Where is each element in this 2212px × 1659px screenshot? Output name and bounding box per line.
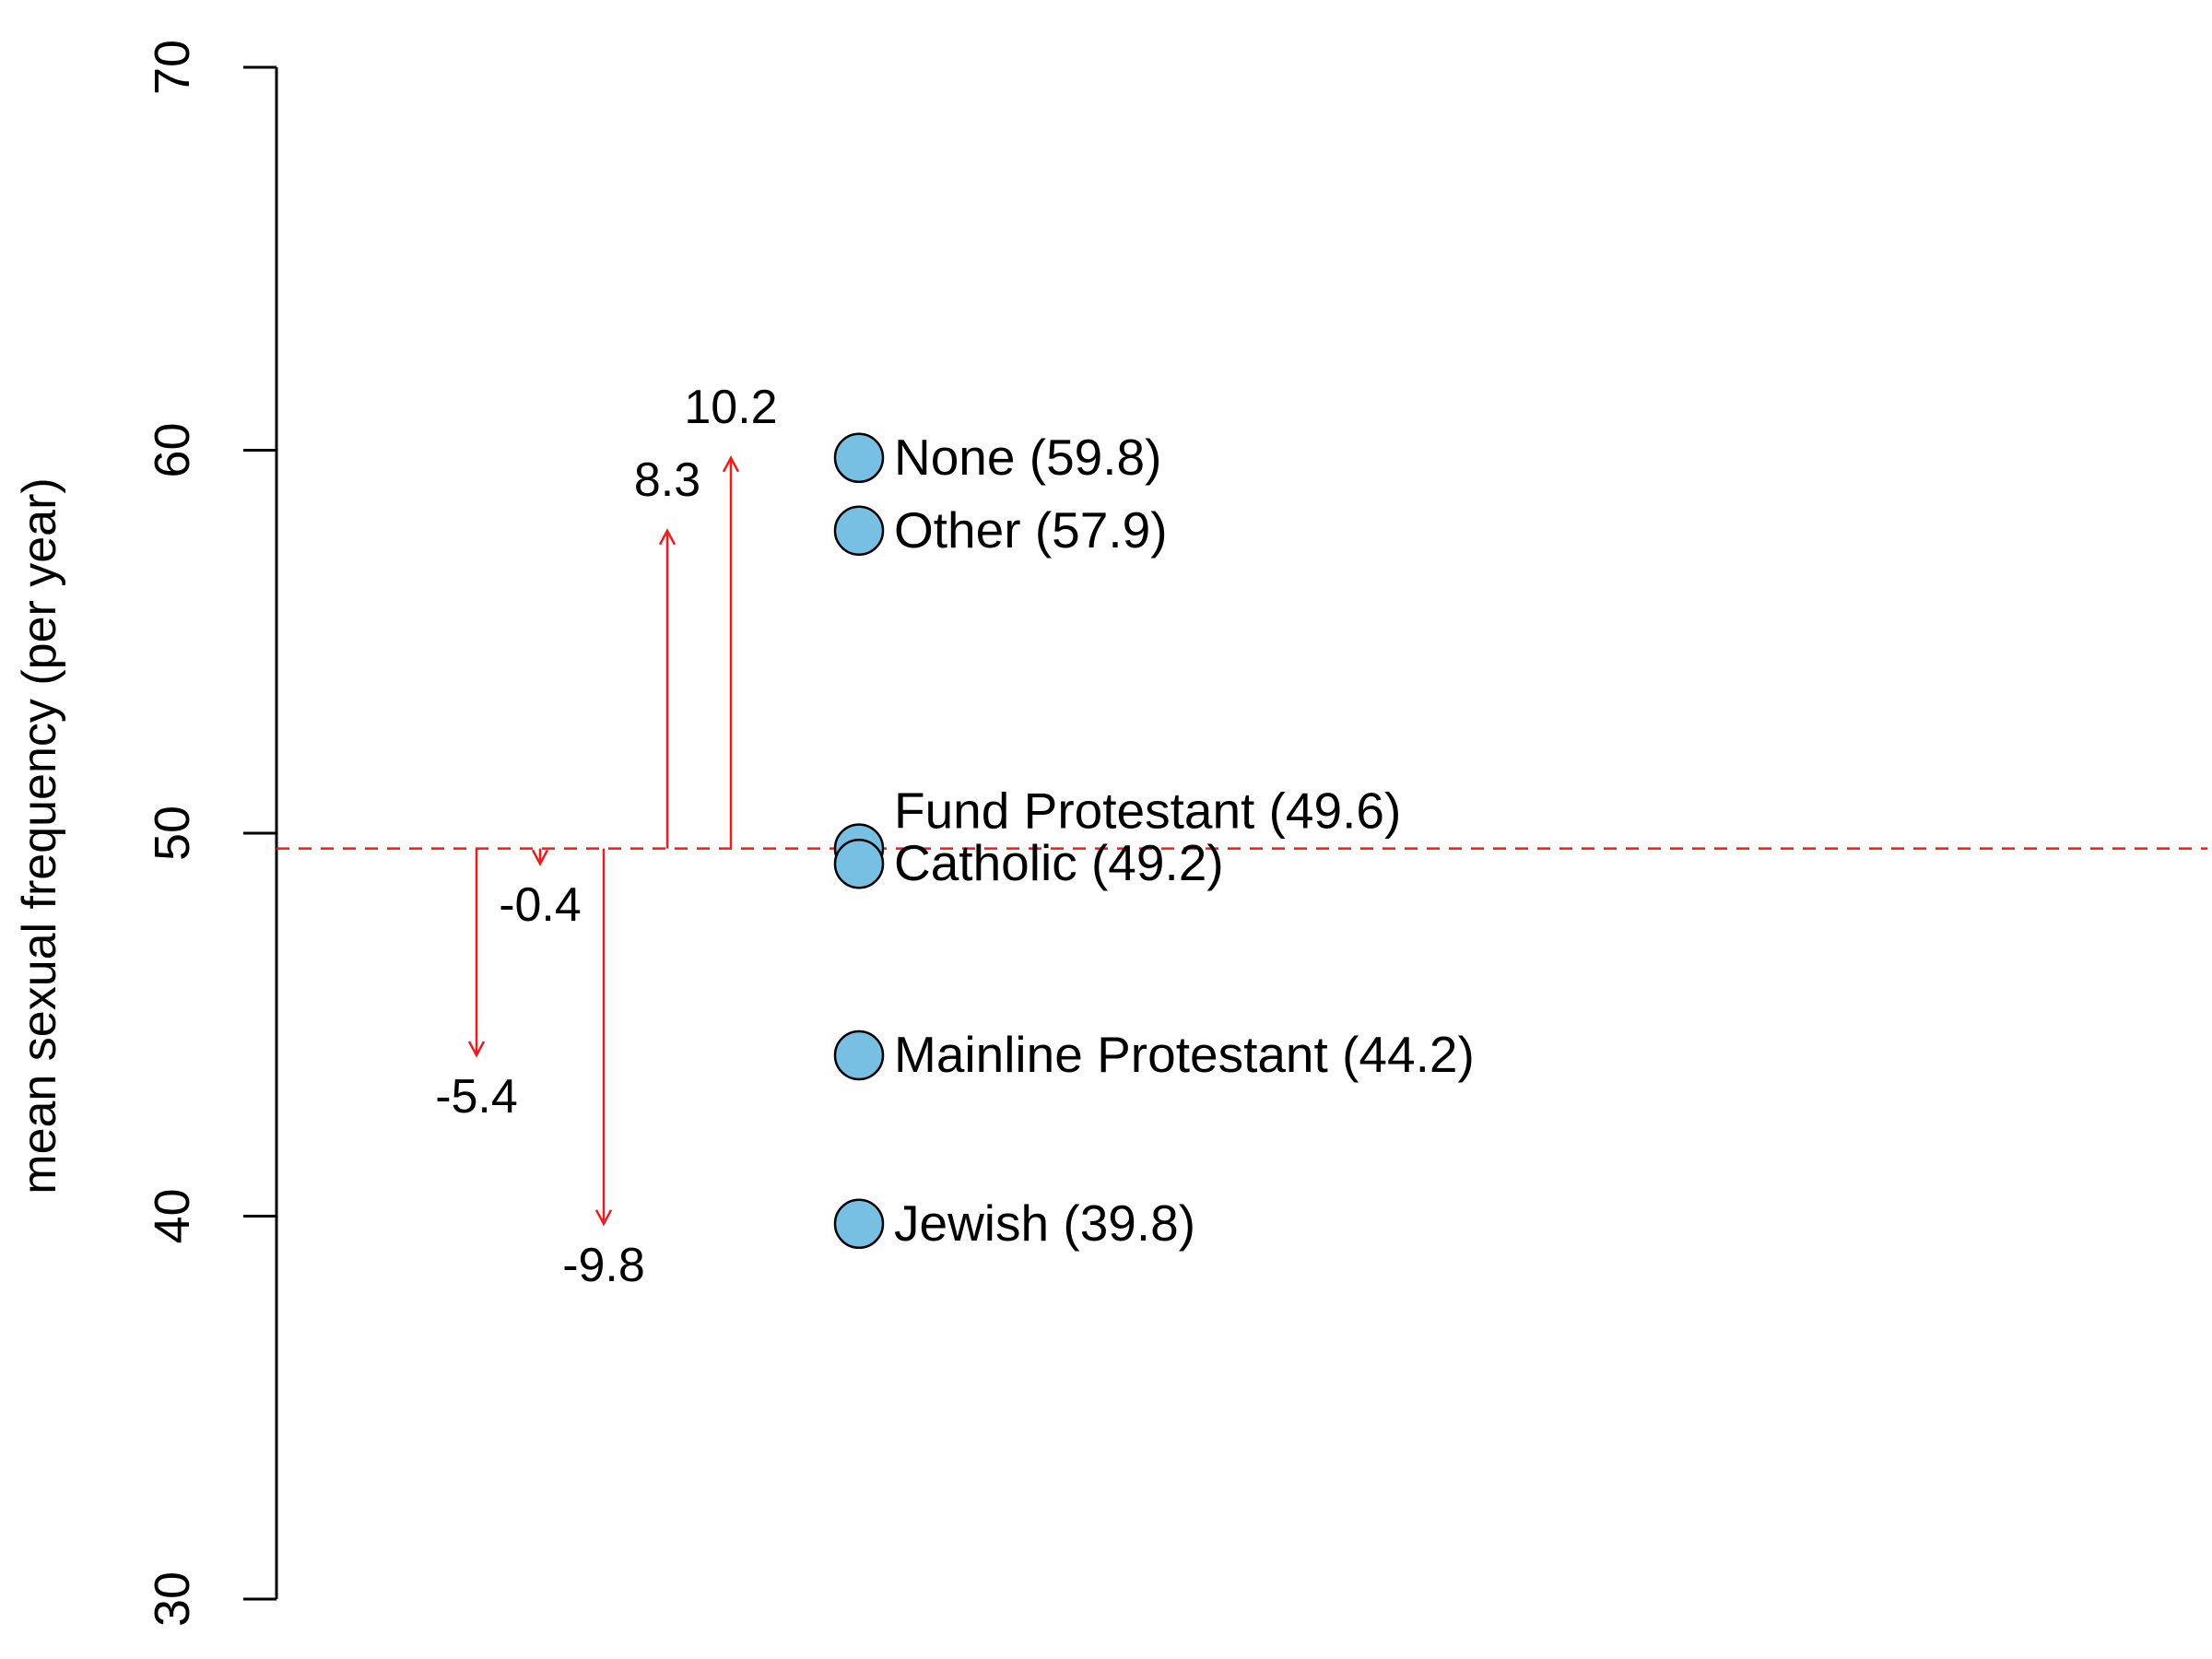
y-axis-label: mean sexual frequency (per year) [13,477,66,1194]
point-label: None (59.8) [894,429,1161,486]
difference-label: -5.4 [435,1070,518,1124]
data-point [833,838,885,889]
point-label: Catholic (49.2) [894,834,1224,891]
arrow-head [594,1209,613,1227]
difference-arrow: 8.3 [634,453,700,849]
difference-arrows: -5.4 -0.4 -9.8 8.3 10.2 [435,381,777,1292]
data-point [833,1198,885,1250]
difference-arrow: 10.2 [684,381,778,849]
difference-arrow: -5.4 [435,848,518,1124]
y-tick-label: 70 [145,40,200,95]
difference-label: 10.2 [684,381,777,434]
arrow-head [467,1041,486,1058]
difference-label: -9.8 [562,1239,645,1292]
point-label: Jewish (39.8) [894,1194,1195,1252]
y-tick-label: 30 [145,1571,200,1627]
data-point [833,505,885,557]
y-axis: 30 40 50 60 70 [145,40,278,1627]
difference-arrow: -0.4 [499,848,582,932]
y-tick-label: 40 [145,1188,200,1243]
arrow-head [722,455,740,473]
data-point [833,1030,885,1081]
points-layer: None (59.8) Other (57.9) Fund Protestant (… [833,429,1475,1252]
point-label: Other (57.9) [894,501,1168,559]
point-label: Fund Protestant (49.6) [894,782,1401,840]
arrow-head [658,528,677,546]
y-tick-label: 60 [145,422,200,477]
y-tick-label: 50 [145,806,200,861]
arrow-head [531,849,549,866]
data-point [833,432,885,484]
difference-label: -0.4 [499,878,582,932]
difference-arrow: -9.8 [562,848,645,1292]
difference-label: 8.3 [634,453,700,507]
point-label: Mainline Protestant (44.2) [894,1026,1475,1083]
